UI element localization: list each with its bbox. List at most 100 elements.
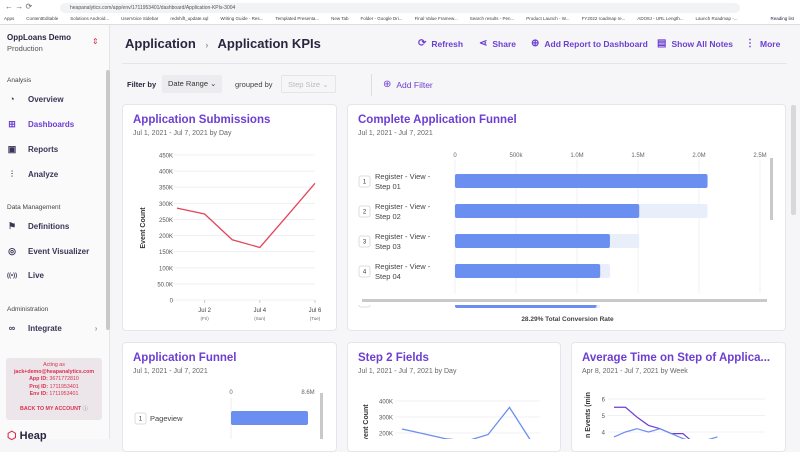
y-tick-label: 50.0K [157, 282, 173, 288]
back-to-account-button[interactable]: BACK TO MY ACCOUNT [20, 406, 82, 413]
share-button[interactable]: ⋖ Share [479, 38, 516, 49]
vertical-scrollbar [320, 393, 323, 439]
page-scrollbar[interactable] [791, 105, 796, 215]
sidebar-item-label: Dashboards [28, 120, 75, 129]
funnel-bar [455, 174, 708, 188]
reading-list[interactable]: Reading list [770, 16, 794, 21]
y-tick-label: 400K [379, 400, 393, 406]
analyze-icon: ⫶ [10, 169, 14, 179]
plus-circle-icon: ⊕ [383, 79, 392, 90]
sidebar-item-event-visualizer[interactable]: ◎ Event Visualizer [7, 246, 89, 257]
y-axis-label: Event Count [140, 207, 147, 249]
step-number-box [358, 205, 371, 218]
sidebar-item-overview[interactable]: ◔ Overview [7, 94, 63, 104]
more-button[interactable]: ⋮ More [745, 38, 780, 49]
step-number-box [134, 412, 147, 425]
charts-layer: 0 50.0K 100K 150K 200K 250K 300K 350K 400K 450K Ev… [134, 153, 773, 439]
sidebar-item-integrate[interactable]: ∞ Integrate › [7, 323, 98, 333]
acting-as-panel: Acting as jack+demo@heapanalytics.com Ap… [6, 358, 102, 420]
step-size-select[interactable]: Step Size ⌄ [281, 75, 336, 93]
x-tick-label: Jul 6 [309, 308, 322, 314]
step-label: Step 03 [375, 242, 401, 251]
card-title: Complete Application Funnel [358, 114, 517, 126]
grouped-by-label: grouped by [235, 80, 273, 89]
sidebar-item-reports[interactable]: ▣ Reports [7, 144, 59, 155]
y-tick-label: 450K [159, 154, 173, 160]
address-bar[interactable]: heapanalytics.com/app/env/1711953401/das… [60, 3, 740, 13]
refresh-button[interactable]: ⟳ Refresh [418, 38, 463, 49]
sidebar-section-title: Administration [7, 306, 49, 313]
card-subtitle: Apr 8, 2021 - Jul 7, 2021 by Week [582, 368, 688, 375]
sidebar-item-live[interactable]: ((•)) Live [7, 271, 44, 280]
add-filter-button[interactable]: ⊕ Add Filter [383, 79, 433, 90]
bookmark[interactable]: Folder - Google Dri... [360, 16, 403, 21]
sidebar-scrollbar[interactable] [106, 70, 110, 330]
org-switcher-icon[interactable]: ⇕ [92, 37, 99, 46]
funnel-bar [455, 264, 601, 278]
add-report-button[interactable]: ⊕ Add Report to Dashboard [531, 38, 648, 49]
step-label: Register - View - [375, 202, 431, 211]
step-label: Register - View - [375, 172, 431, 181]
y-tick-label: 200K [379, 432, 393, 438]
card-application-funnel[interactable]: Application Funnel Jul 1, 2021 - Jul 7, … [122, 342, 337, 452]
bookmark[interactable]: UserVoice Sidebar [121, 16, 159, 21]
nav-arrows-icon[interactable]: ← → ⟳ [5, 2, 33, 11]
bookmark[interactable]: Launch Roadmap -... [695, 16, 738, 21]
date-range-select[interactable]: Date Range ⌄ [162, 75, 223, 93]
sidebar-item-analyze[interactable]: ⫶ Analyze [7, 169, 58, 180]
bookmarks-bar: Apps ContentEditable Solutions Android... U… [4, 14, 794, 24]
bookmark[interactable]: Writing Guide - Res... [220, 16, 264, 21]
y-tick-label: 100K [159, 266, 173, 272]
x-tick-sublabel: (Sun) [254, 316, 266, 321]
bookmark[interactable]: ContentEditable [26, 16, 59, 21]
chevron-down-icon: ⌄ [210, 79, 217, 88]
bookmark[interactable]: Solutions Android... [70, 16, 110, 21]
series-line [614, 406, 691, 439]
integrate-icon: ∞ [8, 323, 16, 333]
event-visualizer-icon: ◎ [8, 246, 16, 256]
x-tick-label: 500k [509, 153, 523, 159]
bookmark[interactable]: Templated Presenta... [275, 16, 320, 21]
bookmark[interactable]: Product Launch - W... [526, 16, 570, 21]
notes-label: Show All Notes [671, 38, 734, 49]
horizontal-scrollbar [362, 299, 767, 302]
card-application-submissions[interactable]: Application Submissions Jul 1, 2021 - Ju… [122, 104, 337, 331]
bookmark[interactable]: Final Value Framew... [414, 16, 458, 21]
bookmark[interactable]: redshift_update.sql [170, 16, 209, 21]
step-label: Pageview [150, 414, 183, 423]
bookmark[interactable]: FY2022 roadmap re... [581, 16, 626, 21]
y-tick-label: 250K [159, 218, 173, 224]
step-size-value: Step Size [288, 80, 321, 89]
live-icon: ((•)) [7, 272, 18, 279]
y-axis-label: n Events (min [585, 392, 592, 438]
bookmark[interactable]: ADO8J - URL Length... [637, 16, 684, 21]
sidebar-item-definitions[interactable]: ⚑ Definitions [7, 221, 69, 232]
y-tick-label: 300K [159, 202, 173, 208]
series-line [176, 182, 316, 249]
step-label: Register - View - [375, 262, 431, 271]
definitions-icon: ⚑ [7, 221, 17, 231]
sidebar-item-label: Definitions [28, 222, 70, 231]
bookmark[interactable]: Search results - Pen... [469, 16, 515, 21]
sidebar-item-label: Integrate [28, 323, 62, 333]
sidebar-item-dashboards[interactable]: ⊞ Dashboards [7, 119, 74, 130]
acting-email: jack+demo@heapanalytics.com [13, 369, 95, 376]
share-icon: ⋖ [479, 38, 488, 49]
bookmark[interactable]: Apps [4, 16, 15, 21]
step-number: 1 [363, 180, 367, 186]
y-axis-label: Event Count [363, 404, 370, 439]
sidebar-item-label: Live [28, 271, 45, 280]
card-step-2-fields[interactable]: Step 2 Fields Jul 1, 2021 - Jul 7, 2021 … [347, 342, 561, 452]
browser-chrome: ← → ⟳ heapanalytics.com/app/env/17119534… [0, 0, 800, 25]
proj-id: 1711953401 [49, 383, 79, 390]
plus-circle-icon: ⊕ [531, 38, 540, 49]
y-tick-label: 4 [602, 431, 606, 437]
funnel-bar [455, 234, 610, 248]
bookmark[interactable]: New Tab [331, 16, 349, 21]
x-tick-sublabel: (Tue) [310, 316, 321, 321]
show-notes-button[interactable]: ▤ Show All Notes [657, 38, 733, 49]
breadcrumb-parent[interactable]: Application [125, 36, 196, 51]
env-id-label: Env ID: [29, 390, 48, 397]
step-number: 1 [139, 417, 143, 423]
x-tick-label: 1.5M [631, 153, 644, 159]
